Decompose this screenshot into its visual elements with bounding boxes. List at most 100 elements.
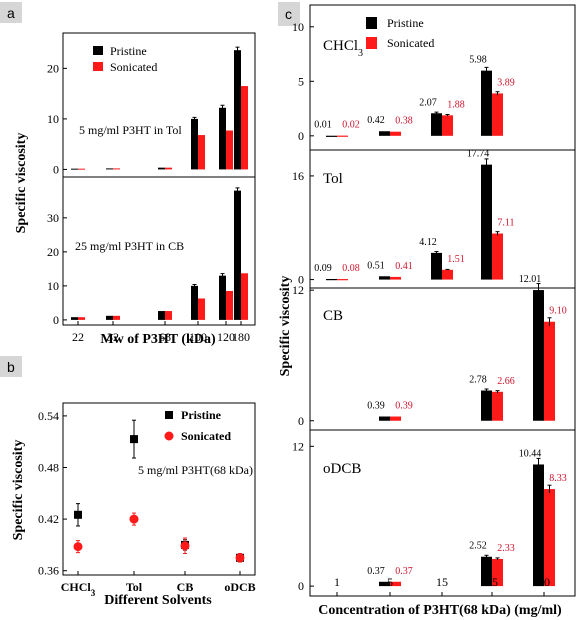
panel-b-frame [62, 402, 256, 576]
panel-c-bar [337, 279, 348, 281]
panel-c-pristine-value-label: 10.44 [519, 448, 542, 459]
panel-c-sonicated-value-label: 2.66 [497, 376, 515, 387]
panel-a-bar [158, 167, 165, 170]
panel-b-legend-pristine: Pristine [181, 408, 222, 422]
panel-c-xtick-label: 15 [436, 575, 448, 589]
panel-a-bar [78, 317, 85, 320]
panel-c-pristine-value-label: 0.42 [367, 115, 385, 126]
solvent-label-odcb: oDCB [323, 461, 361, 477]
panel-c-pristine-value-label: 2.52 [469, 541, 487, 552]
panel-a-bar [198, 135, 205, 170]
panel-a-xtick-label: 22 [72, 330, 84, 344]
panel-b-sonicated-point [73, 542, 83, 552]
panel-c-bar [442, 115, 453, 136]
panel-c-legend-sonicated: Sonicated [387, 36, 434, 50]
panel-a-legend-sonicated: Sonicated [110, 60, 157, 74]
panel-b-legend-sonicated: Sonicated [181, 429, 231, 443]
panel-c-pristine-value-label: 0.39 [367, 401, 385, 412]
panel-a-frame [62, 32, 256, 326]
panel-c-bar [326, 278, 337, 281]
panel-b-ytick-label: 0.36 [38, 564, 59, 578]
panel-c-ytick-label: 0 [298, 414, 304, 428]
panel-c-ylabel: Specific viscosity [278, 276, 293, 377]
panel-a-label: a [7, 5, 15, 21]
panel-c-ytick-label: 0 [298, 129, 304, 143]
panel-c-ytick-label: 10 [292, 20, 304, 34]
panel-c-bar [326, 135, 337, 137]
panel-c-bar [481, 390, 492, 421]
panel-a-xlabel: Mw of P3HT (kDa) [100, 332, 216, 347]
panel-b-ytick-label: 0.42 [38, 512, 59, 526]
panel-c-sonicated-value-label: 8.33 [549, 473, 567, 484]
panel-c-label: c [285, 6, 292, 22]
panel-c-ytick-label: 0 [298, 273, 304, 287]
panel-a-ytick-label: 10 [47, 279, 59, 293]
panel-a-xtick-label: 32 [107, 330, 119, 344]
panel-b-xtick-label: Tol [126, 580, 143, 594]
panel-c-pristine-value-label: 5.98 [469, 55, 487, 66]
panel-c-bar [431, 113, 442, 136]
panel-a-ytick-label: 0 [53, 313, 59, 327]
solvent-label-chcl3: CHCl3 [323, 38, 363, 59]
panel-c-xtick-label: 50 [538, 575, 550, 589]
panel-c-bar [544, 489, 555, 587]
panel-b-annotation: 5 mg/ml P3HT(68 kDa) [138, 463, 253, 477]
panel-a-badge [0, 2, 22, 23]
panel-c-xtick-label: 1 [334, 575, 340, 589]
panel-a-bar [78, 168, 85, 170]
panel-c-pristine-value-label: 0.51 [367, 260, 385, 271]
panel-c-bar [431, 252, 442, 280]
panel-c-pristine-value-label: 0.37 [367, 566, 385, 577]
panel-a-bar [226, 290, 233, 320]
panel-c-pristine-value-label: 2.07 [419, 97, 437, 108]
panel-a-bar [106, 168, 113, 170]
panel-a-ytick-label: 20 [47, 61, 59, 75]
panel-c-sonicated-value-label: 0.41 [395, 261, 413, 272]
panel-c-xtick-label: 5 [387, 575, 393, 589]
panel-c-sonicated-value-label: 0.37 [395, 566, 413, 577]
panel-c-pristine-value-label: 0.09 [314, 263, 332, 274]
panel-a-xtick-label: 180 [232, 330, 250, 344]
panel-c-bar [390, 581, 401, 587]
panel-c-sonicated-value-label: 3.89 [497, 77, 515, 88]
panel-a-bar [191, 118, 198, 170]
panel-a-ytick-label: 10 [47, 112, 59, 126]
panel-a-bar [71, 317, 78, 320]
panel-c-badge [278, 2, 300, 26]
panel-a-ytick-label: 30 [47, 211, 59, 225]
panel-c-bar [379, 581, 390, 587]
panel-c-bar [379, 131, 390, 136]
panel-c-bar [390, 276, 401, 280]
panel-c-bar [481, 164, 492, 280]
panel-a-bar [191, 285, 198, 320]
panel-c-xtick-label: 25 [486, 575, 498, 589]
panel-c-bar [390, 416, 401, 421]
panel-c-sonicated-value-label: 0.38 [395, 116, 413, 127]
panel-b-xtick-label: CHCl3 [61, 580, 96, 598]
panel-a-bar [234, 50, 241, 170]
panel-c-pristine-value-label: 17.74 [467, 149, 490, 160]
panel-b-label: b [7, 359, 15, 375]
panel-c-bar [442, 269, 453, 280]
panel-c-bar [533, 290, 544, 421]
panel-a-bar [234, 190, 241, 320]
panel-c-bar [379, 276, 390, 280]
panel-c-bar [544, 321, 555, 421]
panel-b-pristine-point [130, 435, 138, 444]
solvent-label-tol: Tol [323, 171, 343, 187]
panel-c-pristine-value-label: 2.78 [469, 375, 487, 386]
panel-c-ytick-label: 12 [292, 439, 304, 453]
panel-c-ytick-label: 5 [298, 74, 304, 88]
panel-a-bar [113, 315, 120, 320]
panel-c-legend-pristine-swatch [366, 17, 377, 29]
panel-b-ytick-label: 0.48 [38, 461, 59, 475]
panel-c-ytick-label: 16 [292, 169, 304, 183]
panel-a-xtick-label: 120 [217, 330, 235, 344]
panel-c-legend-sonicated-swatch [366, 37, 377, 49]
panel-b-xtick-label: oDCB [224, 580, 255, 594]
panel-c-ytick-label: 12 [292, 283, 304, 297]
panel-a-ytick-label: 20 [47, 245, 59, 259]
panel-c-pristine-value-label: 12.01 [519, 274, 542, 285]
panel-a-bar [106, 315, 113, 320]
